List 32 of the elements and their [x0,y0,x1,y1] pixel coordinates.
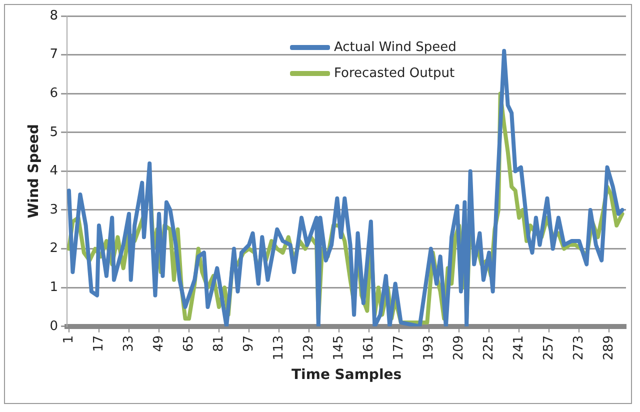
x-axis-title: Time Samples [291,367,402,384]
x-tick-label: 241 [511,335,526,360]
x-tick-label: 145 [331,335,346,360]
x-tick-label: 177 [391,335,406,360]
legend-label: Forecasted Output [334,66,455,80]
x-tick-label: 49 [151,335,166,352]
y-tick-label: 3 [50,202,58,218]
legend-label: Actual Wind Speed [334,40,456,54]
x-tick-label: 161 [361,335,376,360]
x-tick-label: 289 [601,335,616,360]
x-tick-label: 193 [421,335,436,360]
x-tick-label: 257 [541,335,556,360]
y-tick-label: 7 [50,47,58,62]
x-tick-label: 209 [451,335,466,360]
x-tick-label: 113 [271,335,286,360]
x-tick-label: 65 [181,335,196,352]
y-tick-label: 6 [50,86,58,101]
x-tick-label: 1 [61,335,76,344]
y-axis-title: Wind Speed [26,124,42,218]
y-tick-label: 2 [50,241,58,256]
x-tick-label: 129 [301,335,316,360]
x-tick-label: 273 [571,335,586,360]
y-tick-label: 0 [50,318,58,334]
y-tick-label: 1 [50,280,58,295]
x-tick-label: 97 [241,335,256,352]
x-tick-label: 225 [481,335,496,360]
x-tick-label: 33 [121,335,136,352]
x-tick-label: 17 [91,335,106,352]
y-tick-label: 5 [50,124,58,140]
y-tick-label: 4 [50,164,58,179]
x-tick-label: 81 [211,335,226,352]
y-tick-label: 8 [50,8,58,24]
